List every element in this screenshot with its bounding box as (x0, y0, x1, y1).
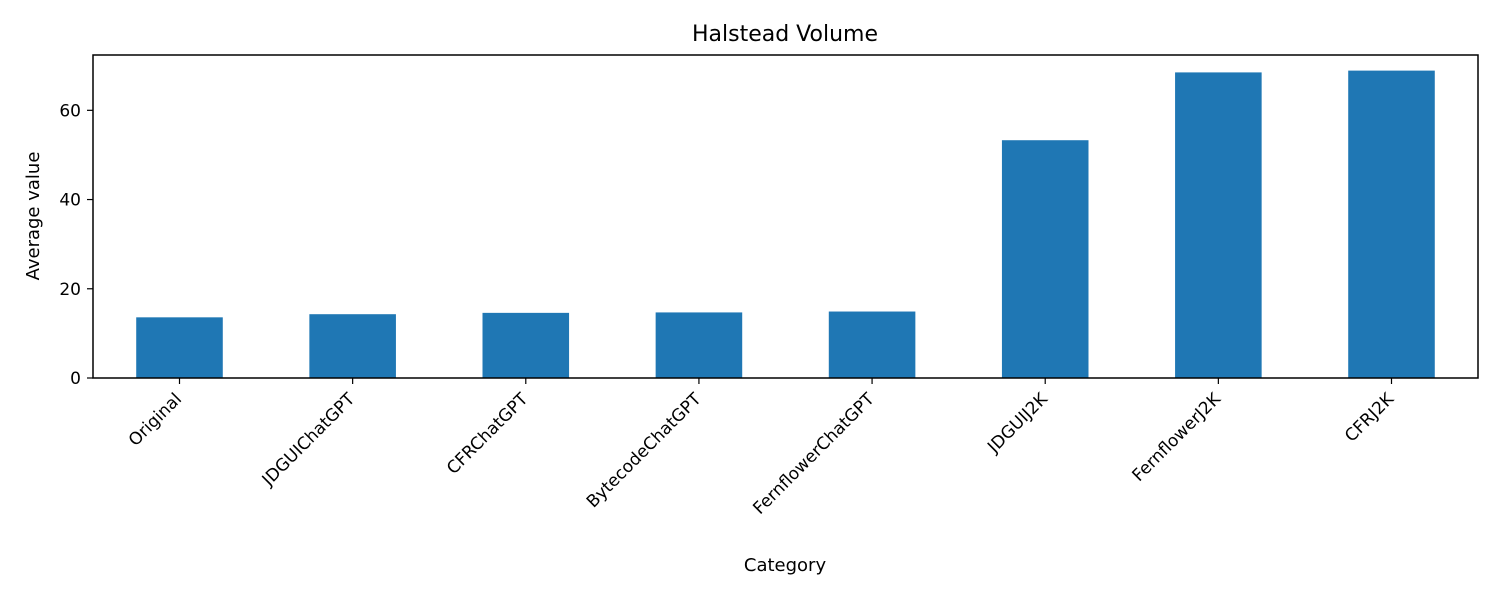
y-tick-label: 20 (59, 280, 81, 300)
bar-Original (136, 317, 223, 378)
x-tick-label: CFRJ2K (1341, 389, 1398, 446)
bar-CFRJ2K (1348, 70, 1435, 379)
bar-FernflowerJ2K (1175, 72, 1262, 379)
bar-BytecodeChatGPT (655, 312, 743, 378)
plot-area (92, 54, 1479, 379)
x-axis-label: Category (744, 555, 827, 576)
x-tick-label: Original (125, 389, 186, 450)
chart-title: Halstead Volume (692, 22, 878, 47)
x-tick-label: FernflowerChatGPT (749, 389, 879, 519)
bar-CFRChatGPT (482, 312, 570, 378)
y-tick-label: 0 (70, 369, 81, 389)
x-tick-label: CFRChatGPT (443, 389, 533, 479)
y-tick-label: 60 (59, 101, 81, 121)
y-tick-label: 40 (59, 191, 81, 211)
x-tick-label: BytecodeChatGPT (583, 389, 706, 512)
bar-JDGUIChatGPT (309, 314, 396, 378)
x-tick-label: JDGUIJ2K (983, 389, 1052, 458)
x-tick-label: FernflowerJ2K (1129, 389, 1226, 486)
bars-group (136, 70, 1435, 379)
bar-JDGUIJ2K (1001, 140, 1089, 378)
y-axis-label: Average value (23, 152, 44, 281)
x-tick-label: JDGUIChatGPT (258, 389, 360, 491)
x-axis: Original JDGUIChatGPT CFRChatGPT BytecodeCh… (125, 378, 1399, 519)
y-axis: 0 20 40 60 (59, 101, 93, 389)
bar-FernflowerChatGPT (828, 311, 916, 378)
